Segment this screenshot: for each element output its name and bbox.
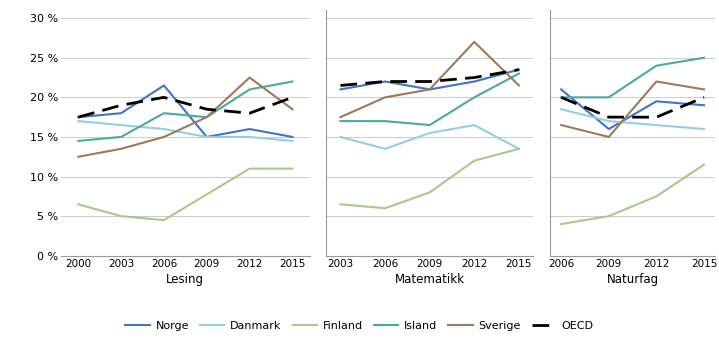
Legend: Norge, Danmark, Finland, Island, Sverige, OECD: Norge, Danmark, Finland, Island, Sverige… bbox=[121, 316, 598, 336]
X-axis label: Matematikk: Matematikk bbox=[395, 273, 464, 286]
X-axis label: Lesing: Lesing bbox=[166, 273, 204, 286]
X-axis label: Naturfag: Naturfag bbox=[607, 273, 659, 286]
